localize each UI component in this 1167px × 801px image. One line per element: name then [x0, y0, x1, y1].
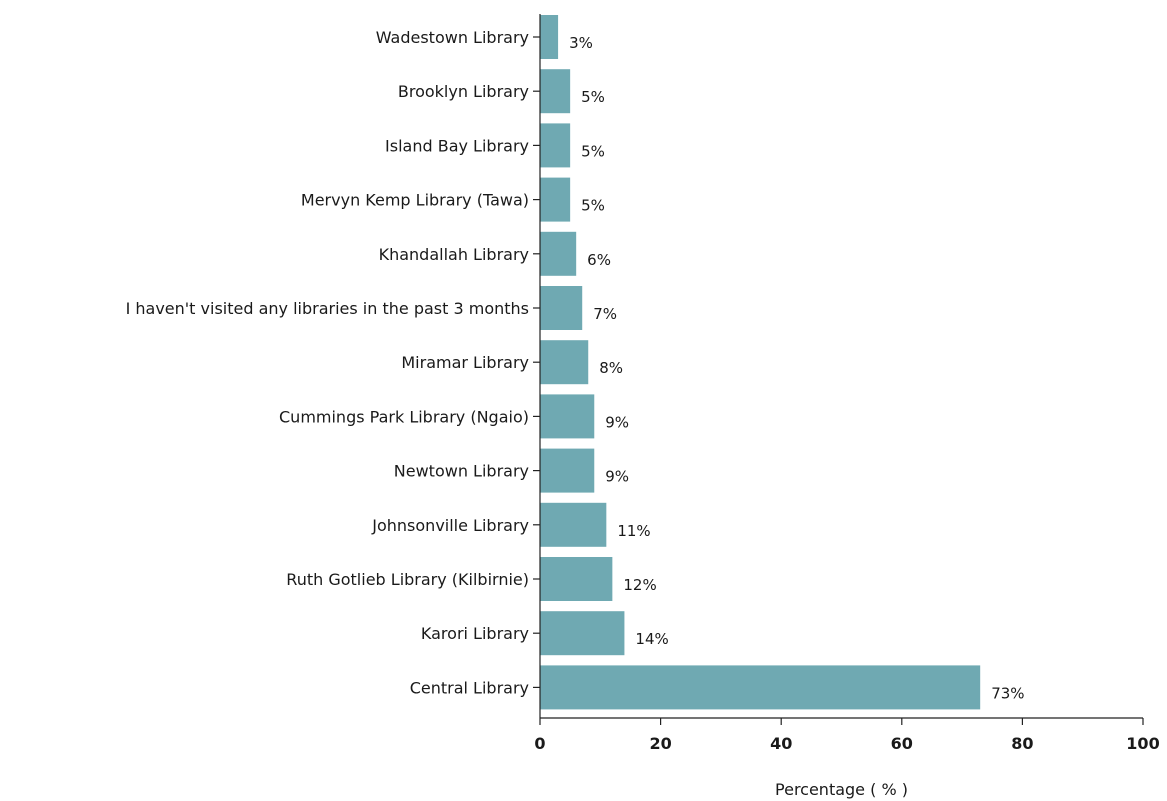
category-label: Miramar Library	[401, 353, 529, 372]
x-tick-label: 80	[1011, 734, 1033, 753]
category-labels: Wadestown Library Brooklyn Library Island …	[126, 28, 529, 697]
bar	[540, 394, 595, 439]
bar	[540, 286, 583, 330]
category-label: Wadestown Library	[376, 28, 529, 47]
category-label: Mervyn Kemp Library (Tawa)	[301, 191, 529, 210]
category-label: Cummings Park Library (Ngaio)	[279, 407, 529, 426]
data-label: 8%	[599, 359, 623, 377]
category-label: I haven't visited any libraries in the p…	[126, 299, 529, 318]
x-axis-title: Percentage ( % )	[775, 780, 908, 799]
x-tick-label: 40	[770, 734, 792, 753]
category-label: Central Library	[410, 678, 529, 697]
bar	[540, 123, 571, 168]
bar	[540, 557, 613, 601]
data-label: 11%	[617, 522, 650, 540]
value-labels: 3% 5% 5% 5% 6% 7% 8% 9% 9% 11% 12% 14% 73%	[569, 34, 1024, 702]
bar	[540, 611, 625, 656]
bar	[540, 231, 577, 276]
category-label: Newtown Library	[394, 462, 529, 481]
bar	[540, 15, 559, 59]
category-label: Johnsonville Library	[371, 516, 529, 535]
bar	[540, 665, 981, 710]
category-label: Island Bay Library	[385, 136, 529, 155]
category-label: Karori Library	[421, 624, 529, 643]
data-label: 3%	[569, 34, 593, 52]
x-axis-ticks: 0 20 40 60 80 100	[534, 718, 1160, 753]
x-tick-label: 0	[534, 734, 545, 753]
x-tick-label: 60	[891, 734, 913, 753]
data-label: 7%	[593, 305, 617, 323]
category-label: Brooklyn Library	[398, 82, 529, 101]
data-label: 9%	[605, 468, 629, 486]
axes	[539, 14, 1143, 719]
data-label: 6%	[587, 251, 611, 269]
data-label: 5%	[581, 197, 605, 215]
y-axis-ticks	[533, 36, 540, 689]
x-tick-label: 100	[1126, 734, 1159, 753]
bars-layer	[540, 15, 981, 710]
category-label: Ruth Gotlieb Library (Kilbirnie)	[286, 570, 529, 589]
data-label: 5%	[581, 142, 605, 160]
data-label: 9%	[605, 413, 629, 431]
bar	[540, 502, 607, 547]
bar	[540, 448, 595, 493]
bar	[540, 340, 589, 385]
bar	[540, 69, 571, 114]
x-tick-label: 20	[649, 734, 671, 753]
category-label: Khandallah Library	[379, 245, 529, 264]
bar	[540, 177, 571, 222]
data-label: 12%	[623, 576, 656, 594]
data-label: 14%	[635, 630, 668, 648]
data-label: 73%	[991, 684, 1024, 702]
data-label: 5%	[581, 88, 605, 106]
